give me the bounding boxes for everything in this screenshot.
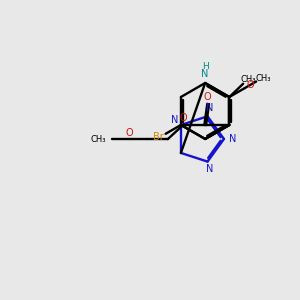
Text: N: N — [171, 115, 178, 125]
Text: N: N — [206, 103, 214, 113]
Text: O: O — [247, 80, 254, 90]
Text: O: O — [179, 113, 187, 124]
Text: O: O — [126, 128, 134, 138]
Text: N: N — [202, 69, 209, 79]
Text: N: N — [229, 134, 236, 144]
Text: CH₃: CH₃ — [91, 135, 106, 144]
Text: CH₃: CH₃ — [240, 75, 256, 84]
Text: O: O — [203, 92, 211, 102]
Text: N: N — [206, 164, 214, 174]
Text: CH₃: CH₃ — [256, 74, 271, 83]
Text: H: H — [202, 62, 208, 71]
Text: Br: Br — [153, 132, 164, 142]
